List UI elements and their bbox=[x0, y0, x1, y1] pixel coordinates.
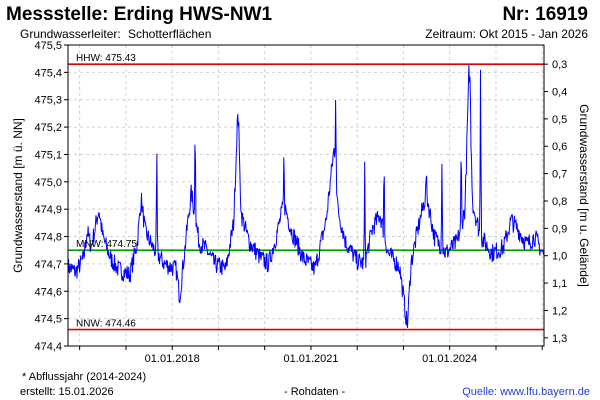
y-tick-label: 474,5 bbox=[34, 314, 62, 326]
footnote: * Abflussjahr (2014-2024) bbox=[22, 371, 147, 383]
plot-area bbox=[68, 45, 544, 346]
reference-line-label: MNW: 474.75 bbox=[76, 239, 137, 250]
y2-tick-label: 1,2 bbox=[552, 305, 567, 317]
y2-tick-label: 0,8 bbox=[552, 196, 567, 208]
y2-tick-label: 1,1 bbox=[552, 278, 567, 290]
station-title: Messstelle: Erding HWS-NW1 bbox=[6, 4, 273, 25]
period-label: Zeitraum: Okt 2015 - Jan 2026 bbox=[425, 27, 588, 41]
rohdaten-label: - Rohdaten - bbox=[284, 386, 346, 398]
y2-tick-label: 0,7 bbox=[552, 169, 567, 181]
created-date: erstellt: 15.01.2026 bbox=[20, 386, 114, 398]
y-tick-label: 474,4 bbox=[34, 341, 62, 353]
source-link[interactable]: Quelle: www.lfu.bayern.de bbox=[462, 386, 590, 398]
y-tick-label: 475,4 bbox=[34, 67, 62, 79]
y2-tick-label: 0,4 bbox=[552, 87, 567, 99]
station-number: Nr: 16919 bbox=[502, 4, 588, 25]
y2-tick-label: 0,3 bbox=[552, 59, 567, 71]
reference-line-label: NNW: 474.46 bbox=[76, 319, 136, 330]
water-level-line bbox=[67, 64, 545, 328]
y2-tick-label: 0,9 bbox=[552, 223, 567, 235]
aquifer-value: Schotterflächen bbox=[128, 27, 212, 41]
y-tick-label: 475,1 bbox=[34, 149, 62, 161]
y2-tick-label: 1,0 bbox=[552, 251, 567, 263]
y-tick-label: 475,5 bbox=[34, 40, 62, 52]
plot-frame bbox=[67, 44, 545, 347]
x-tick-label: 01.01.2021 bbox=[283, 353, 338, 365]
aquifer-label: Grundwasserleiter: bbox=[20, 27, 121, 41]
y-tick-label: 475,3 bbox=[34, 95, 62, 107]
y-axis-title: Grundwasserstand [m ü. NN] bbox=[11, 118, 25, 273]
reference-line-label: HHW: 475.43 bbox=[76, 53, 136, 64]
x-tick-label: 01.01.2018 bbox=[145, 353, 200, 365]
y-tick-label: 474,7 bbox=[34, 259, 62, 271]
y-tick-label: 474,8 bbox=[34, 232, 62, 244]
y2-tick-label: 1,3 bbox=[552, 333, 567, 345]
y2-tick-label: 0,6 bbox=[552, 141, 567, 153]
y-tick-label: 474,6 bbox=[34, 286, 62, 298]
x-tick-label: 01.01.2024 bbox=[422, 353, 477, 365]
y-tick-label: 475,2 bbox=[34, 122, 62, 134]
y2-axis-title: Grundwasserstand [m u. Gelände] bbox=[577, 104, 591, 287]
y2-tick-label: 0,5 bbox=[552, 114, 567, 126]
y-tick-label: 474,9 bbox=[34, 204, 62, 216]
y-tick-label: 475,0 bbox=[34, 177, 62, 189]
